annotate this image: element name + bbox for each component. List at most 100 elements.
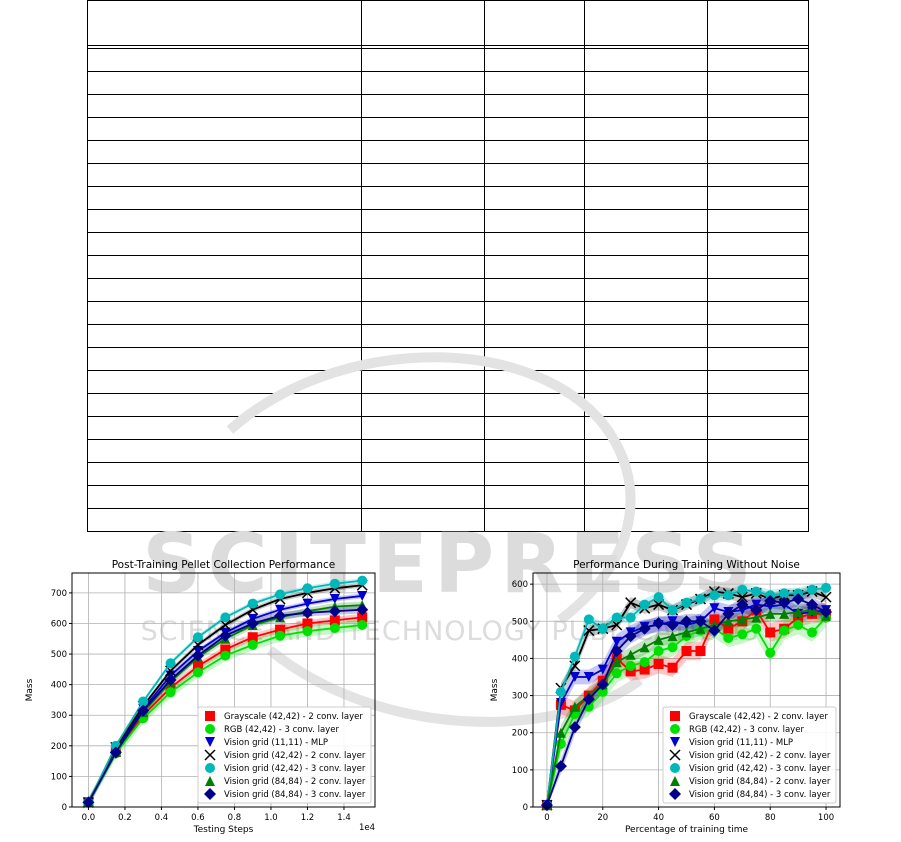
x-tick-label: 1.2	[301, 813, 315, 823]
table-cell	[362, 463, 484, 486]
table-cell	[362, 164, 484, 187]
y-tick-label: 600	[51, 619, 67, 629]
x-offset-label: 1e4	[359, 823, 375, 833]
data-point	[821, 583, 831, 593]
data-point	[695, 594, 705, 604]
table-cell	[88, 72, 362, 95]
table-cell	[585, 210, 707, 233]
table-cell	[88, 417, 362, 440]
y-tick-label: 500	[51, 650, 67, 660]
table-row	[88, 509, 809, 532]
table-cell	[484, 164, 584, 187]
y-tick-label: 500	[512, 617, 528, 627]
data-point	[612, 668, 622, 678]
data-point	[166, 658, 176, 668]
table-cell	[585, 49, 707, 72]
legend-marker	[670, 724, 680, 734]
data-point	[166, 687, 176, 697]
table-cell	[585, 463, 707, 486]
table-cell	[484, 233, 584, 256]
legend-label: Vision grid (84,84) - 3 conv. layer	[224, 790, 366, 800]
data-point	[682, 646, 692, 656]
y-tick-label: 200	[51, 742, 67, 752]
table-cell	[484, 72, 584, 95]
table-cell	[585, 141, 707, 164]
x-tick-label: 100	[818, 813, 834, 823]
x-tick-label: 0.4	[155, 813, 169, 823]
table-cell	[585, 325, 707, 348]
table-cell	[362, 486, 484, 509]
table-cell	[88, 210, 362, 233]
table-cell	[484, 95, 584, 118]
table-row	[88, 72, 809, 95]
table-cell	[484, 348, 584, 371]
table-row	[88, 49, 809, 72]
table-cell	[88, 486, 362, 509]
table-row	[88, 210, 809, 233]
data-point	[626, 661, 636, 671]
data-point	[556, 687, 566, 697]
table-cell	[707, 417, 808, 440]
table-cell	[484, 1, 584, 46]
table-cell	[484, 463, 584, 486]
table-cell	[585, 1, 707, 46]
table-cell	[484, 371, 584, 394]
table-cell	[88, 440, 362, 463]
data-point	[779, 626, 789, 636]
data-point	[723, 590, 733, 600]
table-cell	[88, 302, 362, 325]
table-cell	[362, 417, 484, 440]
data-point	[807, 585, 817, 595]
table-row	[88, 417, 809, 440]
table-cell	[484, 486, 584, 509]
data-point	[330, 623, 340, 633]
table-cell	[88, 49, 362, 72]
x-tick-label: 0.0	[82, 813, 96, 823]
x-tick-label: 0.8	[228, 813, 242, 823]
table-cell	[484, 417, 584, 440]
data-point	[248, 640, 258, 650]
x-axis-label: Percentage of training time	[625, 825, 749, 835]
data-point	[357, 576, 367, 586]
data-point	[220, 651, 230, 661]
table-cell	[88, 118, 362, 141]
table-cell	[707, 325, 808, 348]
table-cell	[707, 463, 808, 486]
legend: Grayscale (42,42) - 2 conv. layer RGB (42…	[198, 707, 371, 803]
data-point	[302, 583, 312, 593]
data-point	[640, 657, 650, 667]
table-cell	[585, 256, 707, 279]
data-point	[654, 659, 664, 669]
table-cell	[484, 279, 584, 302]
data-point	[598, 624, 608, 634]
table-cell	[88, 348, 362, 371]
legend-marker	[205, 711, 215, 721]
y-tick-label: 200	[512, 729, 528, 739]
data-point	[302, 626, 312, 636]
table-cell	[362, 49, 484, 72]
table-row	[88, 371, 809, 394]
legend-label: Vision grid (84,84) - 3 conv. layer	[689, 790, 831, 800]
table-cell	[484, 187, 584, 210]
table-row	[88, 325, 809, 348]
table-cell	[484, 210, 584, 233]
table-cell	[88, 95, 362, 118]
legend-label: RGB (42,42) - 3 conv. layer	[689, 725, 804, 735]
data-point	[612, 613, 622, 623]
table-cell	[585, 417, 707, 440]
table-cell	[585, 302, 707, 325]
x-axis-label: Testing Steps	[193, 825, 254, 835]
y-tick-label: 100	[512, 766, 528, 776]
table-cell	[362, 325, 484, 348]
table-cell	[362, 210, 484, 233]
x-tick-label: 0.6	[191, 813, 205, 823]
y-tick-label: 0	[523, 803, 528, 813]
table-cell	[484, 118, 584, 141]
legend-marker	[205, 763, 215, 773]
data-point	[668, 642, 678, 652]
table-cell	[484, 141, 584, 164]
data-point	[682, 598, 692, 608]
data-point	[626, 613, 636, 623]
table-cell	[484, 509, 584, 532]
table-cell	[362, 1, 484, 46]
